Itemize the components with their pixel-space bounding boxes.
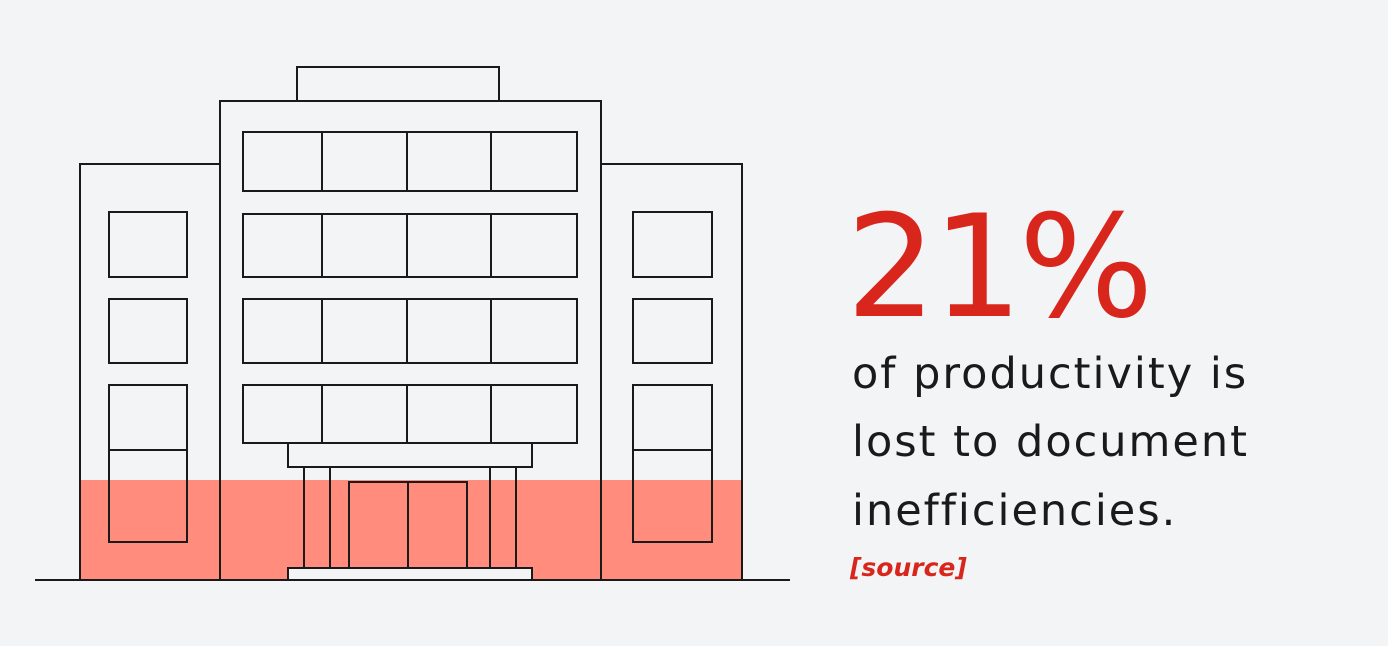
description-line: inefficiencies. <box>852 486 1177 536</box>
source-link[interactable]: [source] <box>849 553 967 582</box>
stat-value: 21% <box>846 185 1150 350</box>
highlight-fill <box>80 480 742 580</box>
building-illustration <box>35 66 790 581</box>
description-line: lost to document <box>852 417 1249 467</box>
description-line: of productivity is <box>852 349 1248 399</box>
